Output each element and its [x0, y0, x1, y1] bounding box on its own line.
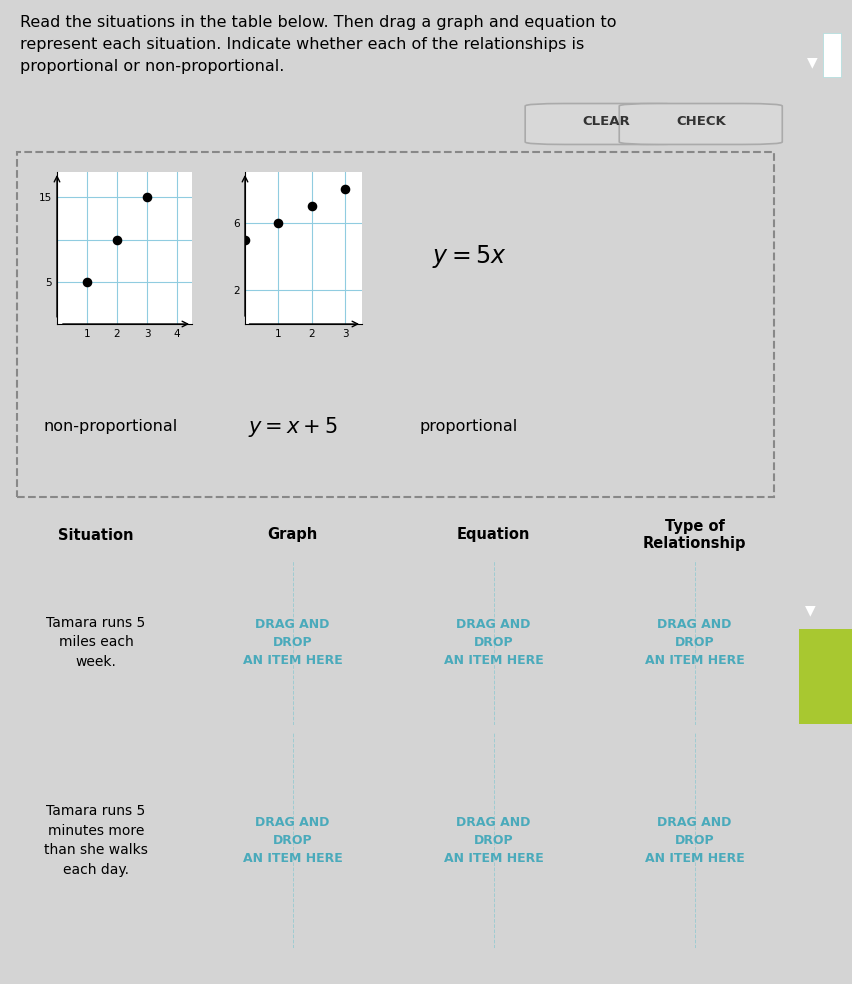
Text: DRAG AND
DROP
AN ITEM HERE: DRAG AND DROP AN ITEM HERE	[444, 816, 544, 865]
Text: Graph: Graph	[268, 527, 318, 542]
Text: Tamara runs 5
miles each
week.: Tamara runs 5 miles each week.	[46, 616, 146, 669]
Text: Read the situations in the table below. Then drag a graph and equation to
repres: Read the situations in the table below. …	[20, 15, 616, 74]
FancyBboxPatch shape	[619, 103, 782, 145]
Text: DRAG AND
DROP
AN ITEM HERE: DRAG AND DROP AN ITEM HERE	[444, 618, 544, 667]
FancyBboxPatch shape	[525, 103, 688, 145]
Text: ▼: ▼	[804, 603, 815, 617]
Text: CLEAR: CLEAR	[583, 115, 630, 128]
Point	[272, 215, 285, 230]
Point	[338, 181, 352, 197]
Text: Type of
Relationship: Type of Relationship	[642, 519, 746, 551]
Text: $y = x + 5$: $y = x + 5$	[248, 415, 337, 439]
Point	[239, 231, 252, 247]
Bar	[799, 629, 852, 724]
Text: Situation: Situation	[58, 527, 134, 542]
Text: DRAG AND
DROP
AN ITEM HERE: DRAG AND DROP AN ITEM HERE	[243, 618, 343, 667]
Text: Tamara runs 5
minutes more
than she walks
each day.: Tamara runs 5 minutes more than she walk…	[44, 804, 148, 877]
Text: CHECK: CHECK	[676, 115, 726, 128]
Text: non-proportional: non-proportional	[43, 419, 178, 435]
Text: ▼: ▼	[807, 55, 818, 69]
Point	[141, 190, 154, 206]
Point	[80, 274, 94, 289]
Text: Equation: Equation	[457, 527, 530, 542]
Text: DRAG AND
DROP
AN ITEM HERE: DRAG AND DROP AN ITEM HERE	[645, 816, 745, 865]
Bar	[823, 33, 842, 77]
Point	[110, 231, 124, 247]
Text: DRAG AND
DROP
AN ITEM HERE: DRAG AND DROP AN ITEM HERE	[243, 816, 343, 865]
Text: $y = 5x$: $y = 5x$	[432, 243, 506, 271]
Point	[305, 198, 319, 214]
Text: proportional: proportional	[420, 419, 518, 435]
Text: DRAG AND
DROP
AN ITEM HERE: DRAG AND DROP AN ITEM HERE	[645, 618, 745, 667]
